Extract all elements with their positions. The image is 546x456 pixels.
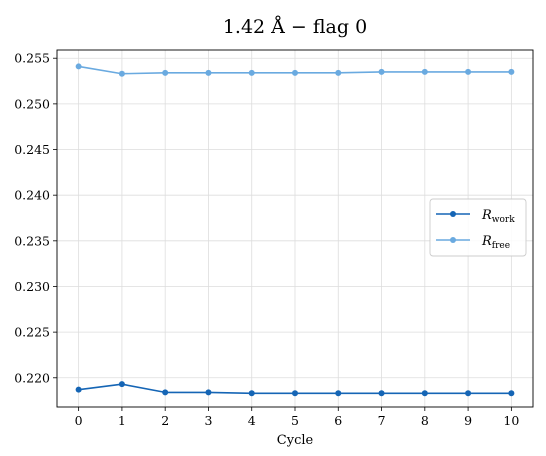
- chart-title: 1.42 Å − flag 0: [223, 16, 367, 38]
- data-point-work: [378, 390, 385, 397]
- axis-ticks: 0 1 2 3 4 5 6 7 8 9 10 0.220 0.225 0.230 0.235 0.240 0.2…: [14, 51, 519, 428]
- legend-label-work: Rwork: [481, 208, 515, 225]
- y-tick-label: 0.240: [14, 188, 50, 203]
- legend-marker-work: [450, 211, 456, 217]
- data-point-work: [75, 386, 82, 393]
- data-point-free: [508, 68, 515, 75]
- x-tick-label: 6: [334, 413, 342, 428]
- data-point-work: [248, 390, 255, 397]
- y-tick-label: 0.235: [14, 233, 50, 248]
- legend-frame: [429, 198, 527, 257]
- legend: Rwork Rfree: [429, 198, 527, 257]
- legend-label-work-main: R: [481, 208, 492, 223]
- data-point-work: [421, 390, 428, 397]
- x-tick-label: 1: [118, 413, 126, 428]
- grid: [57, 50, 533, 407]
- x-tick-label: 3: [204, 413, 212, 428]
- x-tick-label: 2: [161, 413, 169, 428]
- x-tick-label: 7: [378, 413, 386, 428]
- series-layer: [75, 63, 515, 397]
- y-tick-label: 0.255: [14, 51, 50, 66]
- data-point-free: [465, 68, 472, 75]
- x-tick-label: 5: [291, 413, 299, 428]
- x-axis-label: Cycle: [277, 433, 314, 448]
- data-point-free: [248, 69, 255, 76]
- data-point-work: [205, 389, 212, 396]
- data-point-work: [508, 390, 515, 397]
- legend-label-free-sub: free: [492, 241, 510, 251]
- data-point-free: [292, 69, 298, 76]
- legend-entry-free: Rfree: [436, 234, 510, 251]
- y-tick-label: 0.220: [14, 370, 50, 385]
- data-point-work: [292, 390, 298, 397]
- data-point-free: [75, 63, 82, 70]
- legend-label-free: Rfree: [481, 234, 510, 251]
- y-tick-label: 0.225: [14, 325, 50, 340]
- data-point-free: [118, 70, 125, 77]
- y-tick-label: 0.230: [14, 279, 50, 294]
- x-tick-label: 8: [421, 413, 429, 428]
- data-point-work: [162, 389, 169, 396]
- x-tick-label: 10: [503, 413, 519, 428]
- data-point-work: [335, 390, 342, 397]
- legend-label-work-sub: work: [492, 215, 515, 225]
- legend-label-free-main: R: [481, 234, 492, 249]
- data-point-work: [465, 390, 472, 397]
- x-tick-label: 4: [248, 413, 256, 428]
- data-point-free: [378, 68, 385, 75]
- data-point-free: [205, 69, 212, 76]
- legend-entry-work: Rwork: [436, 208, 515, 225]
- x-tick-label: 0: [75, 413, 83, 428]
- legend-marker-free: [450, 237, 456, 243]
- y-tick-label: 0.250: [14, 96, 50, 111]
- x-tick-label: 9: [464, 413, 472, 428]
- data-point-free: [162, 69, 169, 76]
- y-tick-label: 0.245: [14, 142, 50, 157]
- data-point-free: [421, 68, 428, 75]
- data-point-work: [118, 381, 125, 388]
- data-point-free: [335, 69, 342, 76]
